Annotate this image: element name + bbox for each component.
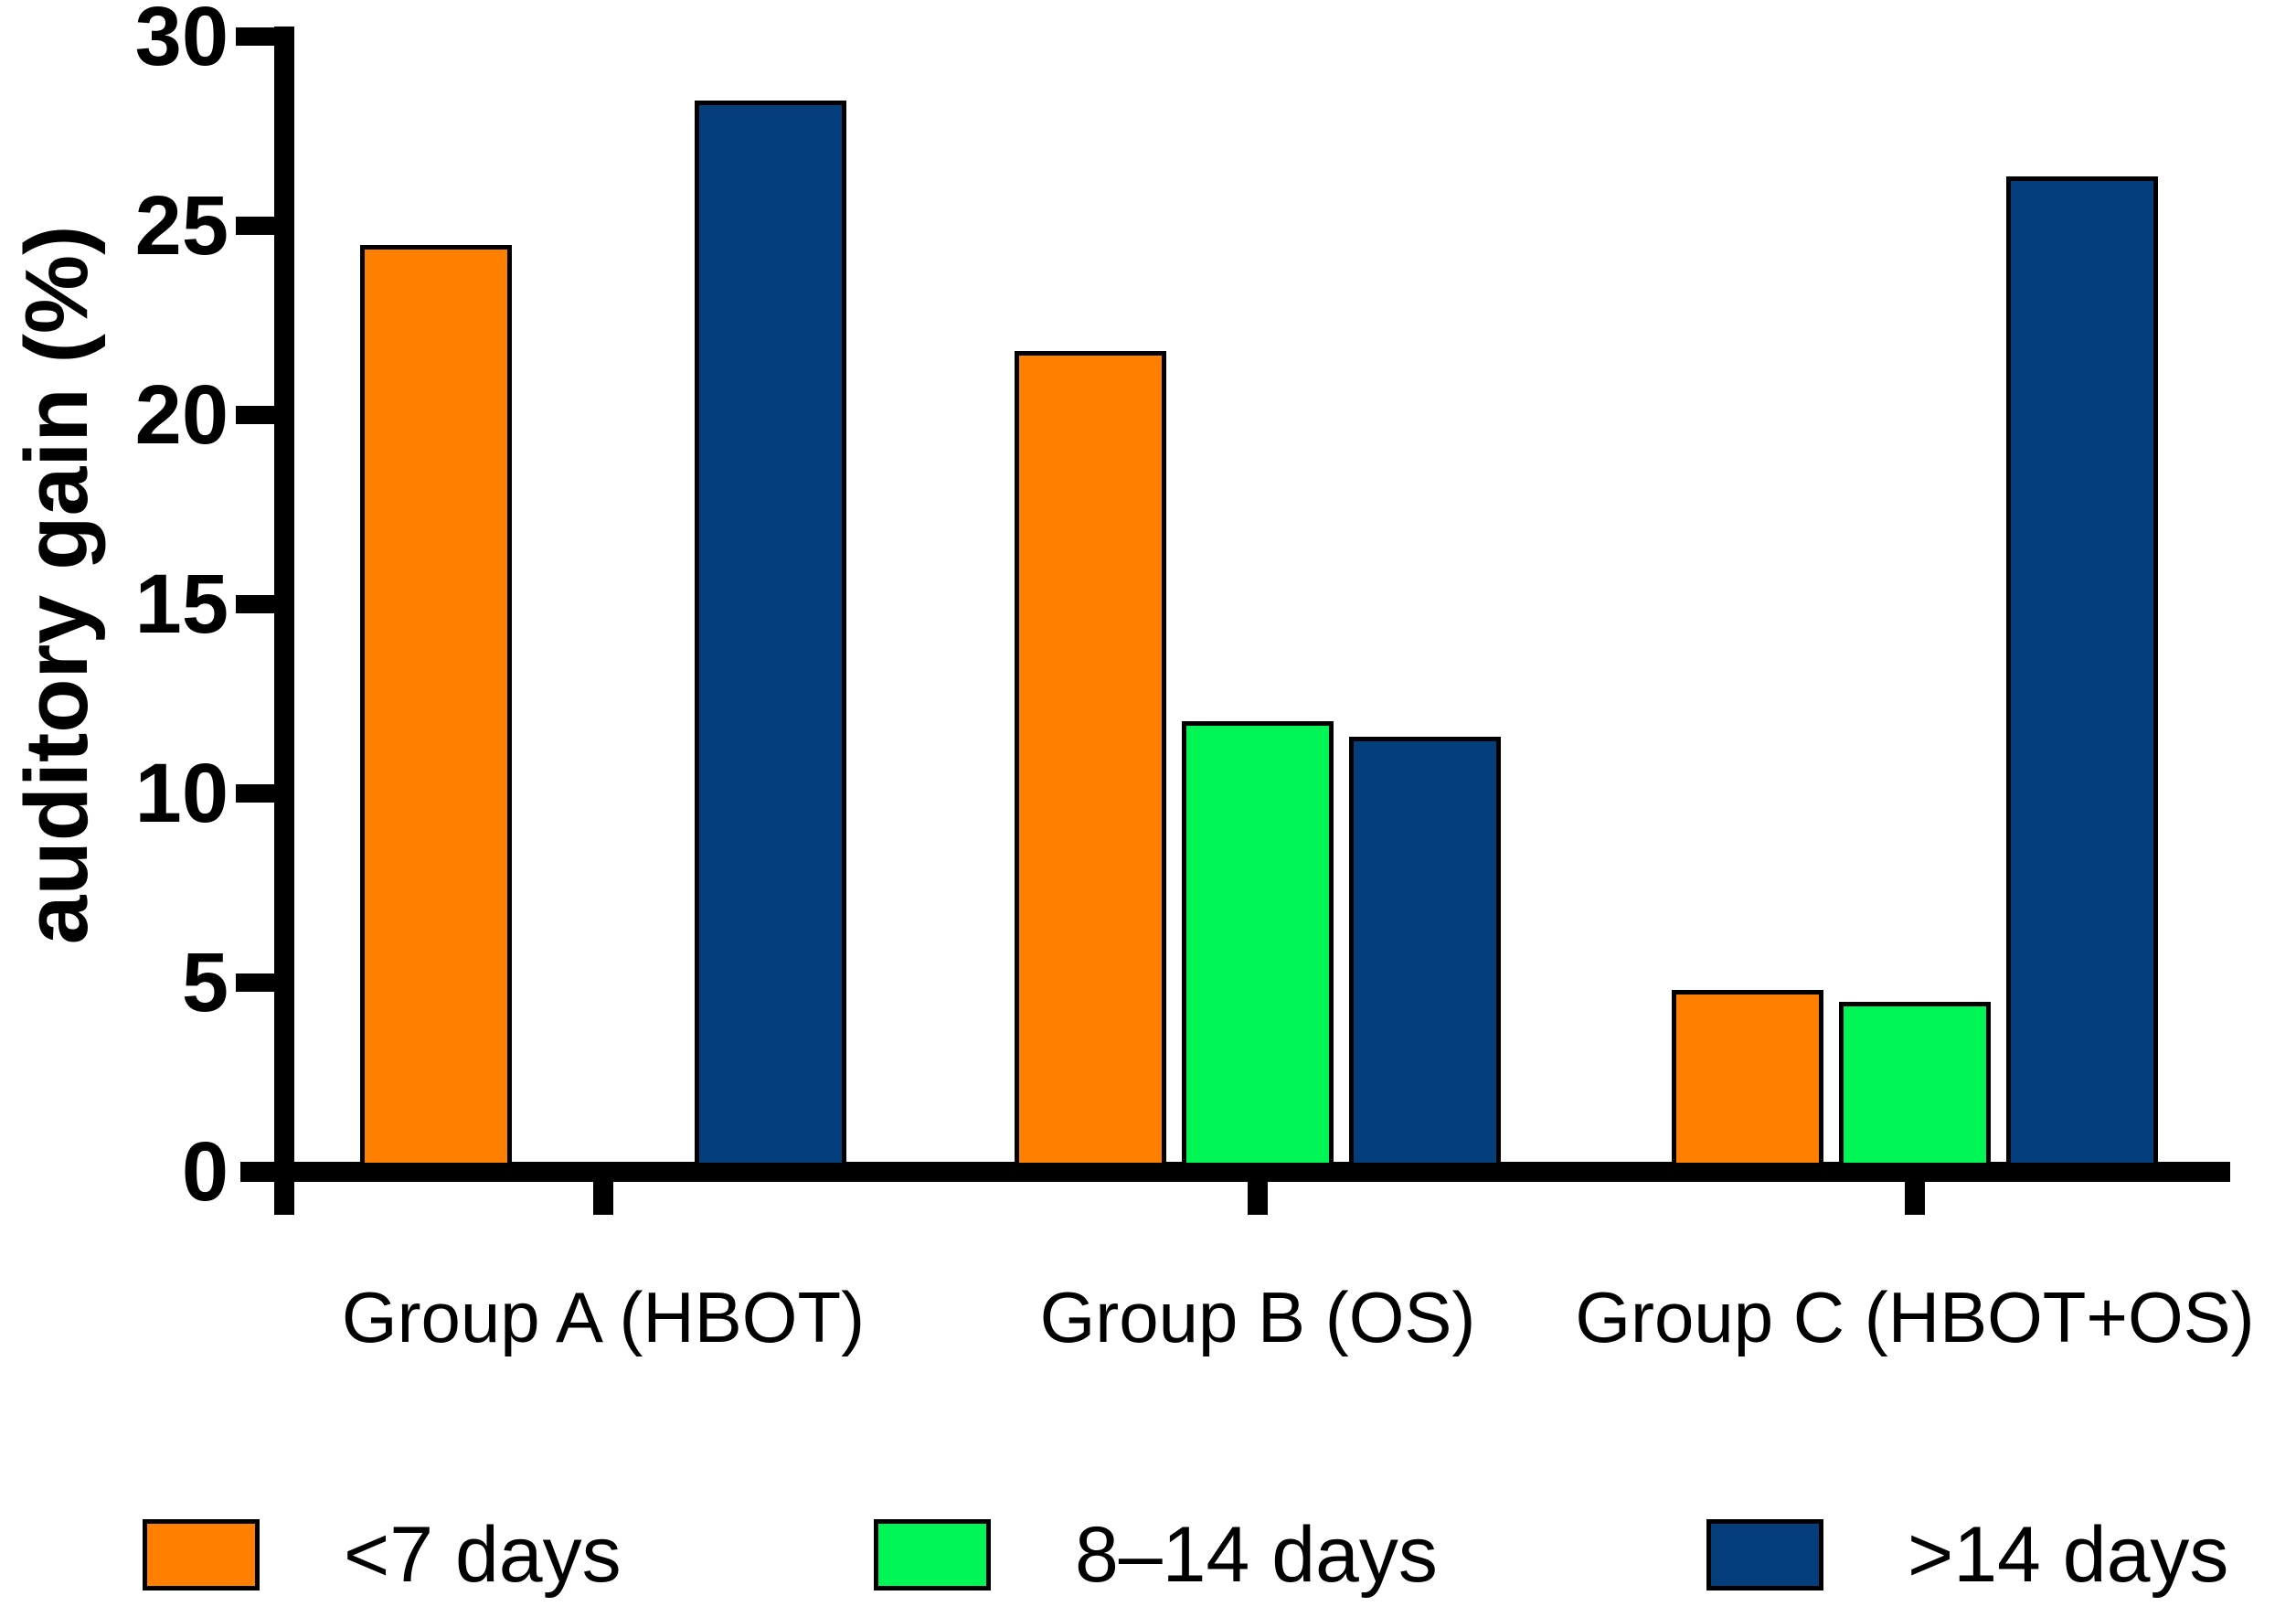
y-tick — [236, 784, 294, 803]
bar-A-series2 — [695, 101, 846, 1167]
x-tick — [1905, 1182, 1925, 1215]
x-category-label: Group C (HBOT+OS) — [1575, 1277, 2255, 1357]
legend-item: >14 days — [1706, 1514, 2228, 1596]
bar-B-series1 — [1182, 721, 1334, 1167]
legend-item: 8–14 days — [874, 1514, 1438, 1596]
x-category-label: Group B (OS) — [1039, 1277, 1476, 1357]
legend-label: 8–14 days — [1075, 1511, 1438, 1599]
y-tick-label: 30 — [134, 0, 229, 83]
y-tick-label: 15 — [134, 558, 229, 651]
legend-swatch — [1706, 1519, 1823, 1590]
bar-C-series0 — [1672, 990, 1823, 1167]
y-tick — [236, 406, 294, 424]
y-tick-label: 5 — [181, 936, 229, 1029]
bar-A-series0 — [360, 244, 512, 1167]
x-tick — [274, 1182, 294, 1215]
legend-label: <7 days — [344, 1511, 622, 1599]
x-tick — [1248, 1182, 1268, 1215]
legend-swatch — [143, 1519, 260, 1590]
bar-C-series2 — [2006, 176, 2158, 1167]
x-tick — [593, 1182, 613, 1215]
bar-B-series2 — [1349, 736, 1501, 1167]
bar-B-series0 — [1015, 350, 1166, 1167]
y-tick — [236, 595, 294, 613]
y-tick-label: 10 — [134, 747, 229, 840]
legend-item: <7 days — [143, 1514, 622, 1596]
y-tick — [236, 27, 294, 46]
x-category-label: Group A (HBOT) — [341, 1277, 866, 1357]
y-tick — [236, 217, 294, 235]
legend-label: >14 days — [1908, 1511, 2229, 1599]
y-tick-label: 0 — [181, 1125, 229, 1218]
bar-C-series1 — [1839, 1001, 1991, 1167]
legend-swatch — [874, 1519, 991, 1590]
y-tick-label: 20 — [134, 368, 229, 462]
y-tick-label: 25 — [134, 179, 229, 272]
y-tick — [236, 973, 294, 992]
